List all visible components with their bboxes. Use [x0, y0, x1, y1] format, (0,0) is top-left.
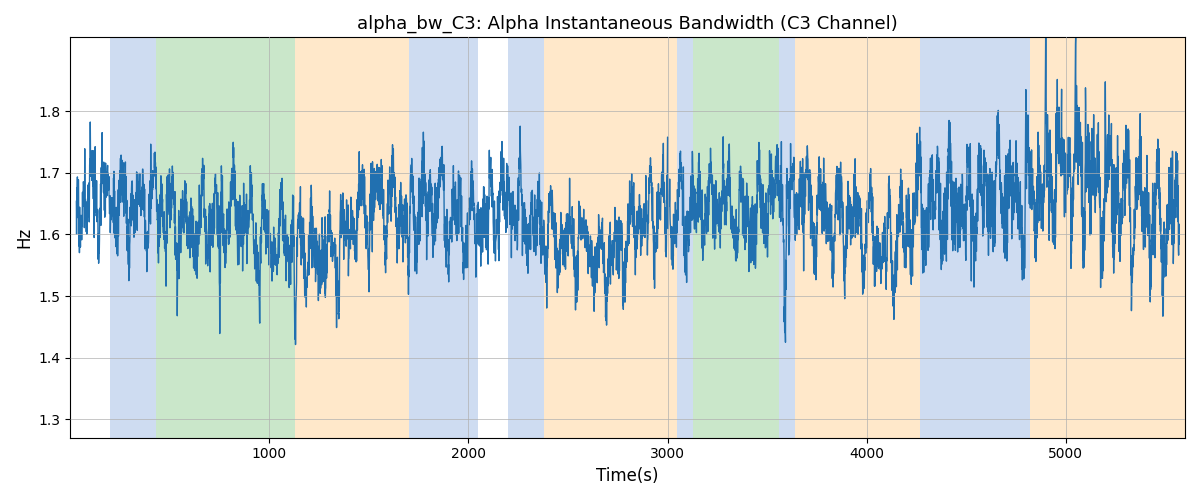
Bar	[1030, 38, 1186, 438]
Bar	[678, 38, 694, 438]
Bar	[779, 38, 794, 438]
Y-axis label: Hz: Hz	[14, 227, 32, 248]
Title: alpha_bw_C3: Alpha Instantaneous Bandwidth (C3 Channel): alpha_bw_C3: Alpha Instantaneous Bandwid…	[358, 15, 898, 34]
Bar	[920, 38, 1030, 438]
Bar	[509, 38, 544, 438]
Bar	[694, 38, 779, 438]
Bar	[156, 38, 295, 438]
Bar	[409, 38, 479, 438]
X-axis label: Time(s): Time(s)	[596, 467, 659, 485]
Bar	[544, 38, 678, 438]
Bar	[794, 38, 920, 438]
Bar	[110, 38, 156, 438]
Bar	[295, 38, 409, 438]
